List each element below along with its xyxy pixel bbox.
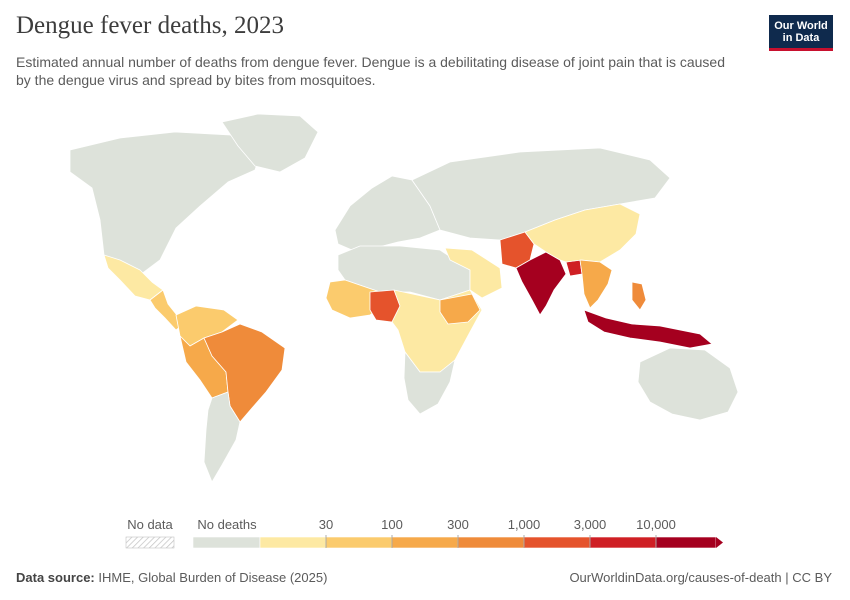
legend-bin-0 bbox=[192, 536, 261, 549]
data-source-text: IHME, Global Burden of Disease (2025) bbox=[98, 570, 328, 585]
region-southern-south-america[interactable] bbox=[203, 391, 241, 483]
chart-subtitle: Estimated annual number of deaths from d… bbox=[16, 54, 726, 88]
region-north-america[interactable] bbox=[69, 131, 263, 276]
owid-logo[interactable]: Our World in Data bbox=[769, 15, 833, 51]
data-source: Data source: IHME, Global Burden of Dise… bbox=[16, 570, 327, 585]
logo-line-1: Our World bbox=[774, 20, 828, 32]
legend-bin-5 bbox=[523, 536, 591, 549]
legend-tick-label: 3,000 bbox=[574, 517, 607, 532]
legend-tick-label: 300 bbox=[447, 517, 469, 532]
logo-line-2: in Data bbox=[782, 32, 820, 44]
legend-no-data-swatch bbox=[125, 536, 175, 549]
legend-arrow bbox=[716, 537, 723, 548]
legend-tick-label: 10,000 bbox=[636, 517, 676, 532]
region-india[interactable] bbox=[515, 251, 567, 316]
source-url-link[interactable]: OurWorldinData.org/causes-of-death bbox=[569, 570, 782, 585]
legend-bin-4 bbox=[457, 536, 525, 549]
legend-tick-label: 1,000 bbox=[508, 517, 541, 532]
region-west-africa[interactable] bbox=[325, 279, 381, 319]
region-philippines[interactable] bbox=[631, 281, 647, 311]
footer-link: OurWorldinData.org/causes-of-death | CC … bbox=[569, 570, 832, 585]
region-greenland[interactable] bbox=[221, 113, 319, 173]
region-australia[interactable] bbox=[637, 347, 739, 421]
footer-separator: | bbox=[785, 570, 793, 585]
data-source-label: Data source: bbox=[16, 570, 95, 585]
color-legend: No data No deaths 30 100 300 1,000 3,000 10,0… bbox=[125, 517, 723, 549]
legend-bin-3 bbox=[391, 536, 459, 549]
chart-title: Dengue fever deaths, 2023 bbox=[16, 12, 284, 39]
legend-no-data-label: No data bbox=[127, 517, 173, 532]
region-southern-africa[interactable] bbox=[403, 351, 456, 415]
region-brazil[interactable] bbox=[203, 323, 286, 423]
legend-tick-label: 30 bbox=[319, 517, 333, 532]
legend-bin-2 bbox=[325, 536, 393, 549]
world-map bbox=[69, 113, 739, 483]
region-indonesia[interactable] bbox=[583, 309, 713, 349]
region-mainland-southeast-asia[interactable] bbox=[579, 259, 613, 309]
region-ethiopia[interactable] bbox=[439, 293, 481, 325]
legend-no-deaths-label: No deaths bbox=[197, 517, 257, 532]
license-text: CC BY bbox=[792, 570, 832, 585]
region-china[interactable] bbox=[524, 203, 641, 263]
legend-bin-6 bbox=[589, 536, 657, 549]
legend-tick-label: 100 bbox=[381, 517, 403, 532]
region-arabian-peninsula[interactable] bbox=[444, 247, 503, 299]
legend-bin-1 bbox=[259, 536, 327, 549]
region-bangladesh[interactable] bbox=[565, 259, 583, 277]
legend-bin-7 bbox=[655, 536, 717, 549]
